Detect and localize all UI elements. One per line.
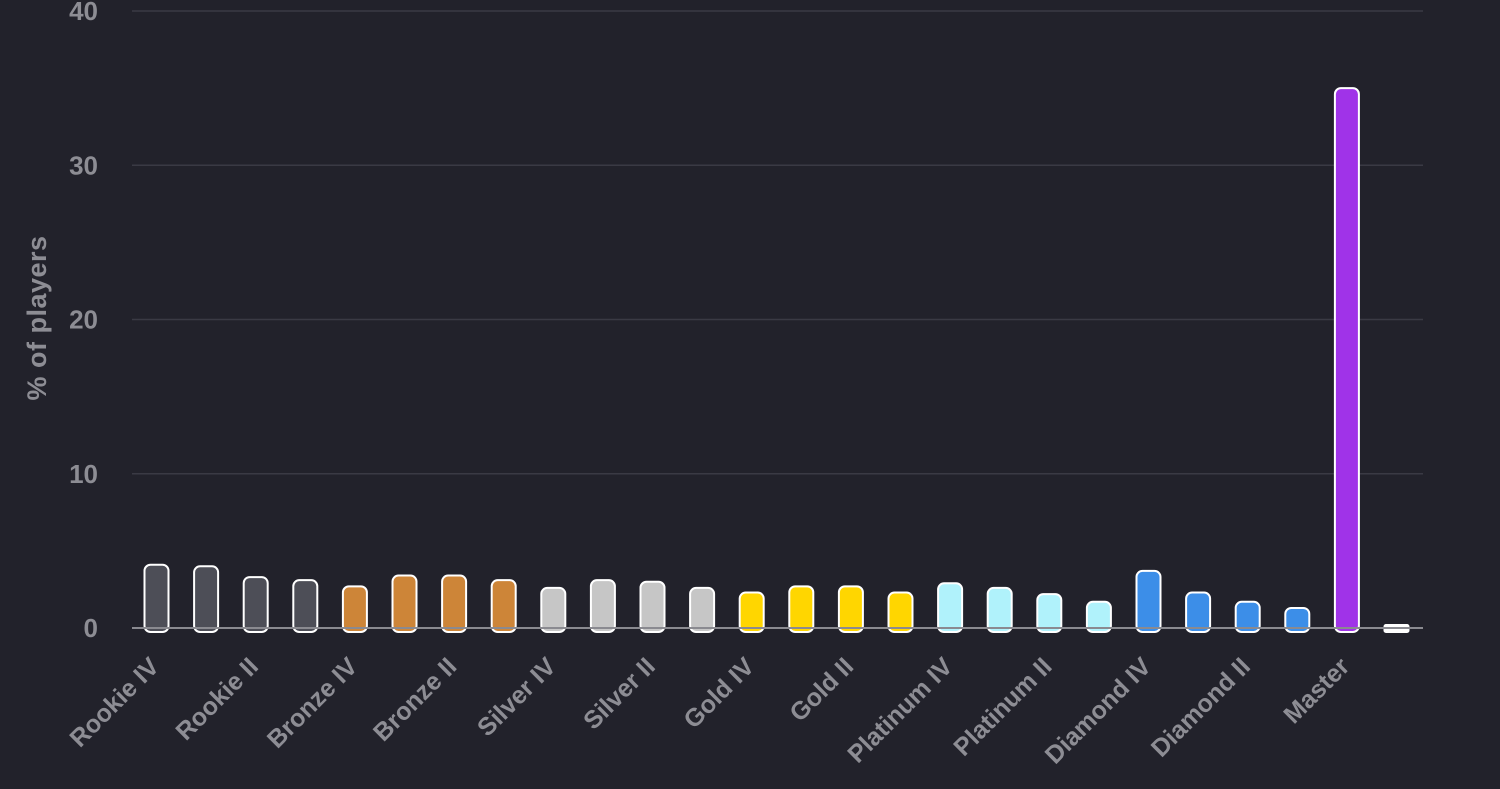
y-tick-labels: 0 10 20 30 40 bbox=[69, 0, 98, 643]
bar bbox=[639, 580, 666, 633]
y-tick-label: 30 bbox=[69, 150, 98, 180]
y-tick-label: 40 bbox=[69, 0, 98, 26]
x-tick-label: Gold II bbox=[784, 652, 859, 727]
y-axis-title: % of players bbox=[22, 235, 52, 400]
bar bbox=[986, 586, 1013, 634]
bar bbox=[1284, 606, 1311, 634]
x-tick-label: Master bbox=[1278, 652, 1355, 729]
bar bbox=[490, 579, 517, 633]
grid-layer bbox=[132, 10, 1423, 629]
bar bbox=[391, 574, 418, 633]
bar bbox=[738, 591, 765, 634]
bar bbox=[1185, 591, 1212, 634]
x-tick-label: Gold IV bbox=[678, 652, 760, 734]
x-tick-label: Rookie IV bbox=[64, 652, 165, 753]
bar bbox=[540, 586, 567, 634]
bar bbox=[193, 565, 220, 633]
bars bbox=[132, 87, 1423, 634]
bar bbox=[1333, 87, 1360, 633]
x-tick-label: Platinum II bbox=[948, 652, 1057, 761]
bar bbox=[788, 585, 815, 633]
bar bbox=[292, 579, 319, 633]
bar bbox=[1036, 593, 1063, 634]
bar bbox=[837, 585, 864, 633]
bar bbox=[1085, 600, 1112, 634]
bar bbox=[937, 582, 964, 634]
bar bbox=[1234, 600, 1261, 634]
bar bbox=[242, 576, 269, 633]
bar bbox=[887, 591, 914, 634]
x-tick-label: Bronze IV bbox=[262, 652, 364, 754]
x-tick-label: Silver IV bbox=[472, 652, 562, 742]
bar bbox=[1135, 569, 1162, 633]
x-tick-label: Bronze II bbox=[368, 652, 462, 746]
x-tick-label: Platinum IV bbox=[842, 652, 958, 768]
x-tick-label: Rookie II bbox=[170, 652, 263, 745]
bar bbox=[341, 585, 368, 633]
y-tick-label: 10 bbox=[69, 459, 98, 489]
y-tick-label: 20 bbox=[69, 305, 98, 335]
bar bbox=[441, 574, 468, 633]
y-tick-label: 0 bbox=[84, 613, 98, 643]
bar bbox=[589, 579, 616, 633]
x-tick-label: Silver II bbox=[578, 652, 661, 735]
bar bbox=[143, 563, 170, 634]
bar bbox=[689, 586, 716, 634]
x-tick-label: Diamond IV bbox=[1040, 652, 1157, 769]
x-tick-label: Diamond II bbox=[1146, 652, 1256, 762]
